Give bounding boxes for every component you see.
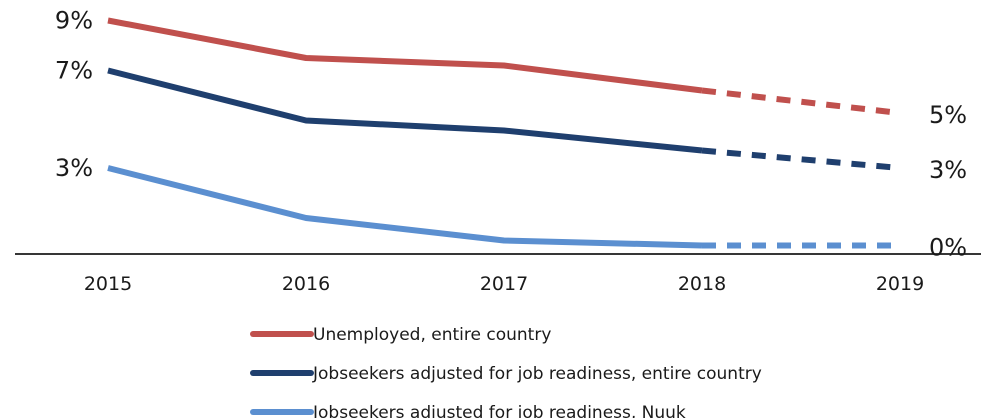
series-1-point-2016 xyxy=(303,118,309,124)
series-0-projected-line xyxy=(701,87,901,116)
series-1-projected-line xyxy=(701,147,901,171)
legend-label-2: Jobseekers adjusted for job readiness, N… xyxy=(312,403,686,418)
series-1-point-2018 xyxy=(699,148,705,154)
x-tick-labels: 2015 2016 2017 2018 2019 xyxy=(84,273,924,295)
x-tick-label-2019: 2019 xyxy=(876,273,924,295)
data-labels: 9% 5% 7% 3% 3% 0% xyxy=(55,7,967,262)
series-0-point-2016 xyxy=(303,55,309,61)
legend-label-1: Jobseekers adjusted for job readiness, e… xyxy=(312,364,762,384)
series-2-point-2016 xyxy=(303,215,309,221)
series-1-actual-line xyxy=(107,67,703,154)
series-layer xyxy=(105,17,903,249)
series-0-point-2017 xyxy=(501,63,507,69)
series-2-point-2015 xyxy=(105,165,111,171)
series-0-start-label: 9% xyxy=(55,7,93,35)
series-0-point-2019 xyxy=(897,110,903,116)
x-tick-label-2018: 2018 xyxy=(678,273,726,295)
series-1-point-2015 xyxy=(105,68,111,74)
legend: Unemployed, entire country Jobseekers adj… xyxy=(250,325,762,418)
series-1-point-2019 xyxy=(897,165,903,171)
legend-label-0: Unemployed, entire country xyxy=(313,325,551,345)
series-2-end-label: 0% xyxy=(929,234,967,262)
series-2-start-label: 3% xyxy=(55,154,93,182)
series-0-point-2018 xyxy=(699,88,705,94)
x-tick-label-2016: 2016 xyxy=(282,273,330,295)
series-2-actual-line xyxy=(107,165,703,249)
series-0-point-2015 xyxy=(105,18,111,24)
series-1-end-label: 3% xyxy=(929,156,967,184)
series-0-end-label: 5% xyxy=(929,101,967,129)
x-tick-label-2015: 2015 xyxy=(84,273,132,295)
series-2-point-2017 xyxy=(501,238,507,244)
series-1-start-label: 7% xyxy=(55,57,93,85)
series-0-actual-line xyxy=(107,17,703,94)
series-2-point-2019 xyxy=(897,243,903,249)
x-tick-label-2017: 2017 xyxy=(480,273,528,295)
series-2-point-2018 xyxy=(699,243,705,249)
series-1-point-2017 xyxy=(501,128,507,134)
